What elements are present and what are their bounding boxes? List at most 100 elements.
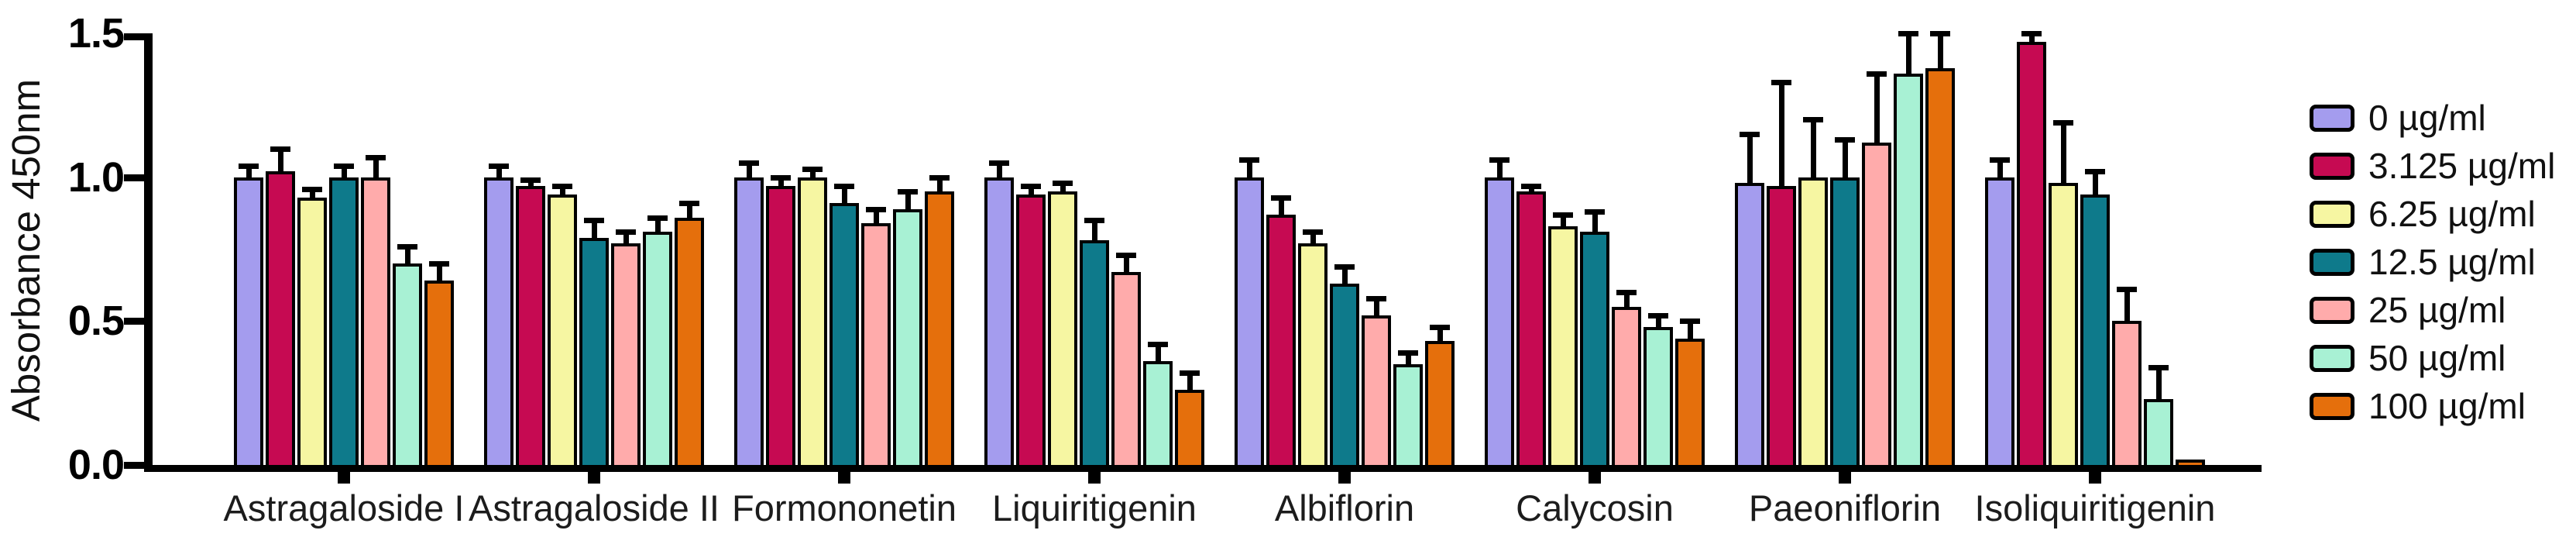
x-tick [588,472,600,484]
y-axis-spine [144,33,153,472]
error-bar-stem [1060,183,1066,195]
error-bar-cap [2085,169,2105,175]
error-bar-stem [527,180,534,189]
legend-swatch [2310,248,2354,276]
error-bar-cap [1680,318,1700,325]
x-axis-label: Astragaloside II [469,487,720,529]
error-bar-stem [2060,122,2066,187]
error-bar-stem [496,165,502,181]
error-bar-stem [1155,344,1161,365]
bar [1266,214,1296,468]
error-bar-stem [1560,214,1566,229]
x-tick [1839,472,1851,484]
bar [2112,321,2142,468]
error-bar-stem [1123,254,1129,276]
error-bar-cap [1616,290,1637,296]
error-bar-cap [1303,229,1323,236]
error-bar-cap [616,229,636,236]
legend-label: 6.25 µg/ml [2368,194,2536,234]
bar [266,171,295,468]
bar [1298,243,1327,468]
bar [643,232,672,468]
error-bar-stem [778,177,784,189]
error-bar-stem [1810,119,1816,181]
bar [1925,67,1955,468]
bar [424,281,454,468]
error-bar-stem [1747,133,1753,187]
error-bar-stem [1997,160,2003,181]
y-tick [124,462,145,469]
bar [675,217,704,468]
error-bar-cap [647,215,668,221]
error-bar-cap [270,146,290,152]
error-bar-cap [489,163,509,169]
legend-item: 12.5 µg/ml [2310,242,2555,282]
error-bar-cap [1180,370,1200,377]
bar [798,177,827,468]
error-bar-stem [591,220,597,241]
bar [2017,42,2046,468]
error-bar-stem [559,185,565,198]
error-bar-cap [898,189,918,195]
error-bar-cap [834,183,854,189]
legend-label: 50 µg/ml [2368,338,2506,378]
bar [1330,284,1359,468]
legend-swatch [2310,296,2354,324]
bar [1767,185,1796,468]
x-tick [1589,472,1601,484]
x-tick [838,472,850,484]
error-bar-stem [686,203,692,221]
error-bar-cap [239,163,259,169]
error-bar-cap [1771,80,1791,86]
bar [1798,177,1828,468]
bar [2080,194,2110,468]
error-bar-stem [996,163,1002,181]
bar [984,177,1014,468]
legend-label: 3.125 µg/ml [2368,146,2556,186]
x-axis-line [144,465,2262,472]
error-bar-stem [1655,315,1661,330]
bar [1143,361,1173,468]
error-bar-cap [1585,209,1605,215]
legend-item: 100 µg/ml [2310,386,2555,426]
bar [1862,143,1891,468]
error-bar-cap [302,186,322,192]
x-axis-label: Calycosin [1516,487,1674,529]
legend: 0 µg/ml 3.125 µg/ml 6.25 µg/ml 12.5 µg/ml 25… [2310,100,2556,437]
bar [1675,338,1705,468]
error-bar-cap [989,160,1009,167]
error-bar-cap [1648,312,1668,318]
bar [579,237,609,468]
bar [1016,194,1046,468]
error-bar-stem [1496,160,1503,181]
error-bar-cap [1930,31,1950,36]
error-bar-cap [1084,218,1104,224]
legend-label: 12.5 µg/ml [2368,242,2536,282]
legend-swatch [2310,392,2354,420]
bar [925,191,954,468]
bar [2176,459,2205,468]
bar [1516,191,1546,468]
bar [393,263,422,468]
bar [1048,191,1077,468]
error-bar-stem [905,191,911,212]
error-bar-cap [1803,117,1823,123]
error-bar-cap [552,183,572,189]
bar [548,194,577,468]
bar [1830,177,1860,468]
error-bar-stem [277,148,283,175]
error-bar-cap [1053,181,1073,187]
error-bar-stem [1310,232,1316,247]
x-tick [1088,472,1101,484]
error-bar-stem [1778,82,1784,189]
bar [1111,272,1141,468]
x-tick [1338,472,1351,484]
bar [611,243,641,468]
error-bar-stem [246,165,252,181]
bar [734,177,764,468]
x-tick [2089,472,2101,484]
legend-label: 100 µg/ml [2368,386,2526,426]
error-bar-stem [654,217,661,236]
error-bar-stem [1373,298,1379,318]
error-bar-cap [397,243,417,250]
